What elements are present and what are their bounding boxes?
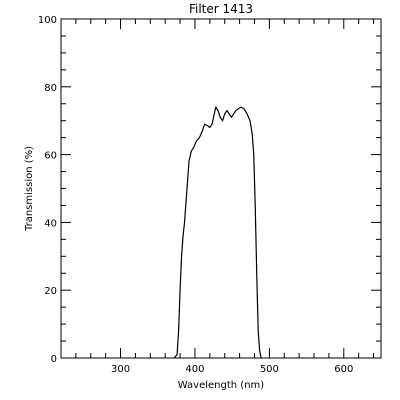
y-tick-label: 0 — [51, 354, 57, 365]
chart-title: Filter 1413 — [189, 2, 253, 16]
plot-frame — [60, 18, 382, 359]
y-tick-label: 80 — [44, 83, 57, 94]
x-axis: 300 400 500 600 — [60, 19, 375, 375]
y-axis: 0 20 40 60 80 100 — [38, 15, 381, 365]
y-tick-label: 20 — [44, 286, 57, 297]
y-axis-title: Transmission (%) — [24, 146, 35, 232]
x-tick-label: 400 — [185, 364, 204, 375]
x-tick-label: 300 — [111, 364, 130, 375]
x-axis-title: Wavelength (nm) — [178, 380, 264, 391]
series-line — [173, 106, 262, 359]
y-tick-label: 60 — [44, 151, 57, 162]
x-tick-label: 500 — [260, 364, 279, 375]
y-tick-label: 100 — [38, 15, 57, 26]
y-tick-label: 40 — [44, 218, 57, 229]
x-tick-label: 600 — [334, 364, 353, 375]
